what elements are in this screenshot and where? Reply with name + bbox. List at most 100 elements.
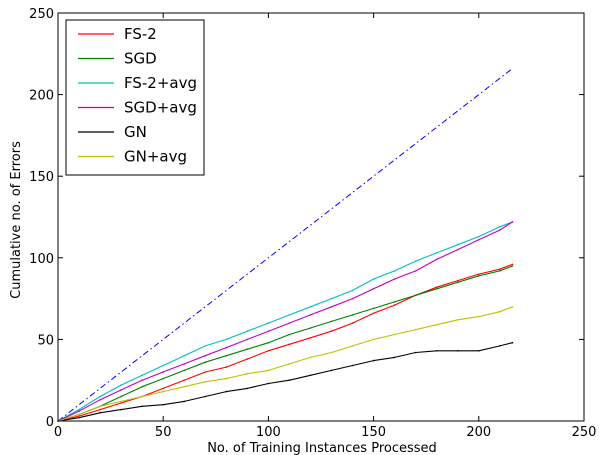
data-point-sgd-avg: [246, 338, 249, 341]
data-point-gn-avg: [288, 363, 291, 365]
data-point-gn: [267, 382, 270, 385]
data-point-fs-2-avg: [288, 314, 291, 316]
data-point-fs-2: [330, 330, 333, 333]
data-point-sgd: [372, 307, 375, 310]
data-point-gn: [435, 350, 438, 352]
data-point-gn: [183, 400, 185, 403]
data-point-sgd-avg: [511, 221, 514, 223]
data-point-fs-2: [120, 402, 122, 404]
data-point-fs-2: [225, 366, 228, 368]
data-point-fs-2: [204, 371, 207, 373]
x-tick-label: 100: [256, 425, 281, 440]
plot-area: [57, 68, 514, 422]
data-point-gn: [246, 387, 249, 390]
data-point-sgd-avg: [183, 363, 185, 365]
data-point-sgd-avg: [78, 410, 80, 413]
data-point-fs-2-avg: [372, 278, 375, 280]
data-point-fs-2: [499, 268, 501, 271]
data-point-fs-2-avg: [162, 364, 164, 367]
legend-label: FS-2: [124, 25, 157, 43]
data-point-gn: [225, 390, 228, 393]
data-point-sgd: [204, 361, 207, 364]
y-tick-label: 0: [46, 415, 54, 430]
y-tick-label: 50: [37, 333, 54, 348]
data-point-gn-avg: [435, 323, 438, 326]
x-tick-label: 250: [572, 425, 597, 440]
data-point-sgd: [141, 385, 143, 388]
data-point-sgd: [393, 301, 396, 303]
data-point-sgd: [288, 333, 291, 336]
data-point-fs-2-avg: [78, 408, 80, 411]
data-point-sgd: [499, 270, 501, 272]
x-tick-label: 150: [361, 425, 386, 440]
data-point-fs-2-avg: [204, 345, 207, 347]
data-point-gn: [457, 350, 459, 352]
data-point-fs-2: [478, 273, 480, 275]
data-point-sgd-avg: [225, 346, 228, 349]
data-point-sgd-avg: [393, 278, 396, 280]
data-point-sgd-avg: [457, 248, 459, 251]
data-point-sgd-avg: [204, 354, 207, 357]
y-tick-label: 200: [29, 89, 54, 104]
data-point-gn-avg: [141, 395, 143, 398]
data-point-sgd: [478, 275, 480, 277]
data-point-sgd: [309, 327, 312, 329]
data-point-gn-avg: [351, 345, 354, 347]
data-point-fs-2-avg: [99, 395, 101, 398]
data-point-gn-avg: [162, 390, 164, 393]
reference-line: [57, 68, 513, 422]
data-point-sgd: [414, 294, 417, 297]
data-point-sgd-avg: [351, 297, 354, 300]
data-point-sgd-avg: [99, 399, 101, 401]
data-point-gn: [351, 364, 354, 367]
legend-label: SGD+avg: [124, 99, 197, 117]
data-point-fs-2-avg: [457, 243, 459, 246]
data-point-sgd: [267, 341, 270, 344]
data-point-sgd: [183, 369, 185, 372]
data-point-fs-2-avg: [120, 384, 122, 386]
legend-label: FS-2+avg: [124, 74, 197, 92]
data-point-gn-avg: [330, 351, 333, 354]
data-point-fs-2-avg: [309, 306, 312, 308]
data-point-sgd: [246, 348, 249, 351]
data-point-sgd: [120, 395, 122, 398]
legend-label: SGD: [124, 50, 157, 68]
data-point-fs-2: [372, 312, 375, 315]
data-point-gn-avg: [225, 377, 228, 380]
data-point-sgd: [330, 320, 333, 323]
data-point-fs-2: [183, 379, 185, 382]
data-point-sgd-avg: [162, 371, 164, 373]
data-point-gn-avg: [246, 372, 249, 375]
data-point-fs-2: [246, 358, 249, 360]
data-point-sgd-avg: [267, 330, 270, 333]
data-point-gn: [372, 359, 375, 362]
data-point-sgd: [162, 377, 164, 380]
data-point-fs-2: [309, 337, 312, 339]
axes: 0 50 100 150 200 250 0 50 100 150 200 250: [29, 7, 596, 440]
data-point-sgd-avg: [372, 288, 375, 290]
data-point-gn: [204, 395, 207, 398]
data-point-gn-avg: [309, 356, 312, 359]
data-point-fs-2-avg: [267, 322, 270, 324]
data-point-gn: [478, 350, 480, 352]
data-point-sgd: [225, 354, 228, 357]
data-point-fs-2-avg: [330, 297, 333, 300]
data-point-fs-2: [457, 279, 459, 282]
data-point-fs-2-avg: [435, 252, 438, 254]
data-point-gn-avg: [511, 306, 514, 308]
data-point-gn: [162, 403, 164, 406]
data-point-fs-2-avg: [225, 338, 228, 341]
data-point-sgd: [457, 281, 459, 284]
data-point-gn: [141, 405, 143, 408]
y-tick-label: 100: [29, 252, 54, 267]
data-point-gn: [288, 379, 291, 382]
data-point-gn-avg: [393, 333, 396, 336]
data-point-fs-2-avg: [351, 289, 354, 292]
data-point-gn-avg: [478, 315, 480, 318]
data-point-fs-2: [351, 322, 354, 324]
data-point-sgd: [351, 314, 354, 316]
data-point-sgd-avg: [435, 258, 438, 261]
data-point-gn: [330, 369, 333, 372]
